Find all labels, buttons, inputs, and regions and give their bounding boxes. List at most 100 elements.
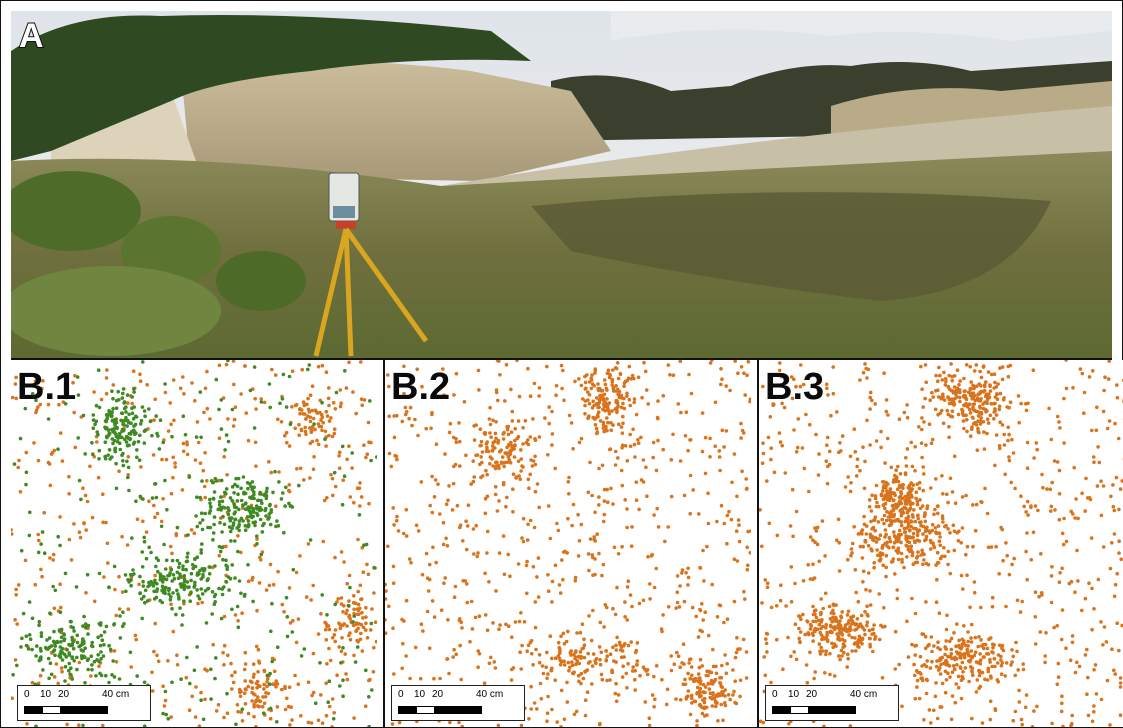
point-marker [502,464,506,469]
point-marker [861,544,865,549]
point-marker [534,647,538,652]
point-marker [671,432,675,437]
point-marker [171,573,176,577]
point-marker [708,361,713,365]
point-marker [90,667,94,672]
point-marker [116,389,120,394]
point-marker [58,582,62,586]
point-marker [581,676,586,681]
point-marker [893,493,897,497]
point-marker [470,627,475,631]
point-marker [365,636,370,640]
point-marker [303,425,308,430]
point-marker [850,541,855,546]
point-marker [946,671,950,675]
point-marker [290,718,294,722]
point-marker [892,540,897,545]
point-marker [175,558,180,563]
point-marker [860,532,864,536]
point-marker [675,590,680,595]
point-marker [60,651,65,655]
point-marker [1055,414,1060,419]
point-marker [904,456,908,460]
point-marker [291,618,295,623]
point-marker [166,429,171,433]
point-marker [1032,709,1036,713]
point-marker [1089,536,1094,540]
point-marker [896,546,901,551]
point-marker [372,591,376,595]
point-marker [798,630,803,634]
point-marker [220,499,225,504]
point-marker [834,644,838,648]
point-marker [252,426,257,430]
point-marker [250,480,255,484]
point-marker [946,562,950,567]
point-marker [654,566,659,571]
point-marker [627,397,632,402]
point-marker [562,398,566,403]
point-marker [993,380,997,385]
point-marker [83,646,87,650]
point-marker [135,455,139,460]
point-marker [629,377,634,381]
point-marker [155,587,160,591]
point-marker [158,572,163,576]
point-marker [69,558,74,562]
point-marker [934,477,938,481]
point-marker [891,545,896,550]
point-marker [1118,685,1123,689]
point-marker [1070,634,1075,638]
point-marker [352,500,356,505]
point-marker [949,652,954,656]
point-marker [19,645,23,649]
point-marker [789,565,794,569]
point-marker [48,661,53,665]
point-marker [613,366,618,370]
point-marker [1029,505,1033,510]
point-marker [243,662,248,666]
point-marker [979,638,983,642]
point-marker [169,567,174,572]
point-marker [493,666,498,670]
point-marker [46,417,51,421]
point-marker [587,568,591,573]
point-marker [538,681,543,686]
point-marker [737,523,741,527]
point-marker [587,414,591,418]
point-marker [269,629,273,634]
point-marker [1011,654,1015,659]
point-marker [179,585,184,589]
point-marker [479,455,483,459]
point-marker [1092,704,1096,708]
point-marker [958,651,962,655]
point-marker [843,623,848,627]
point-marker [891,503,896,508]
point-marker [578,650,583,654]
point-marker [1069,509,1073,514]
point-marker [48,556,52,560]
point-marker [413,645,418,650]
point-marker [587,614,591,618]
scale-tick-10: 10 [788,689,800,700]
point-marker [805,680,810,685]
point-marker [801,579,806,583]
point-marker [837,621,841,626]
point-marker [621,421,625,426]
point-marker [969,654,973,659]
point-marker [496,438,501,443]
point-marker [603,409,607,413]
point-marker [940,516,945,521]
point-marker [310,408,315,413]
point-marker [680,568,685,572]
point-marker [601,562,606,567]
point-marker [1013,486,1017,491]
point-marker [923,396,927,401]
point-marker [114,660,119,664]
point-marker [1120,479,1123,483]
point-marker [194,685,198,689]
point-marker [193,715,198,719]
point-marker [1021,662,1025,666]
point-marker [619,468,624,473]
point-marker [686,671,690,676]
